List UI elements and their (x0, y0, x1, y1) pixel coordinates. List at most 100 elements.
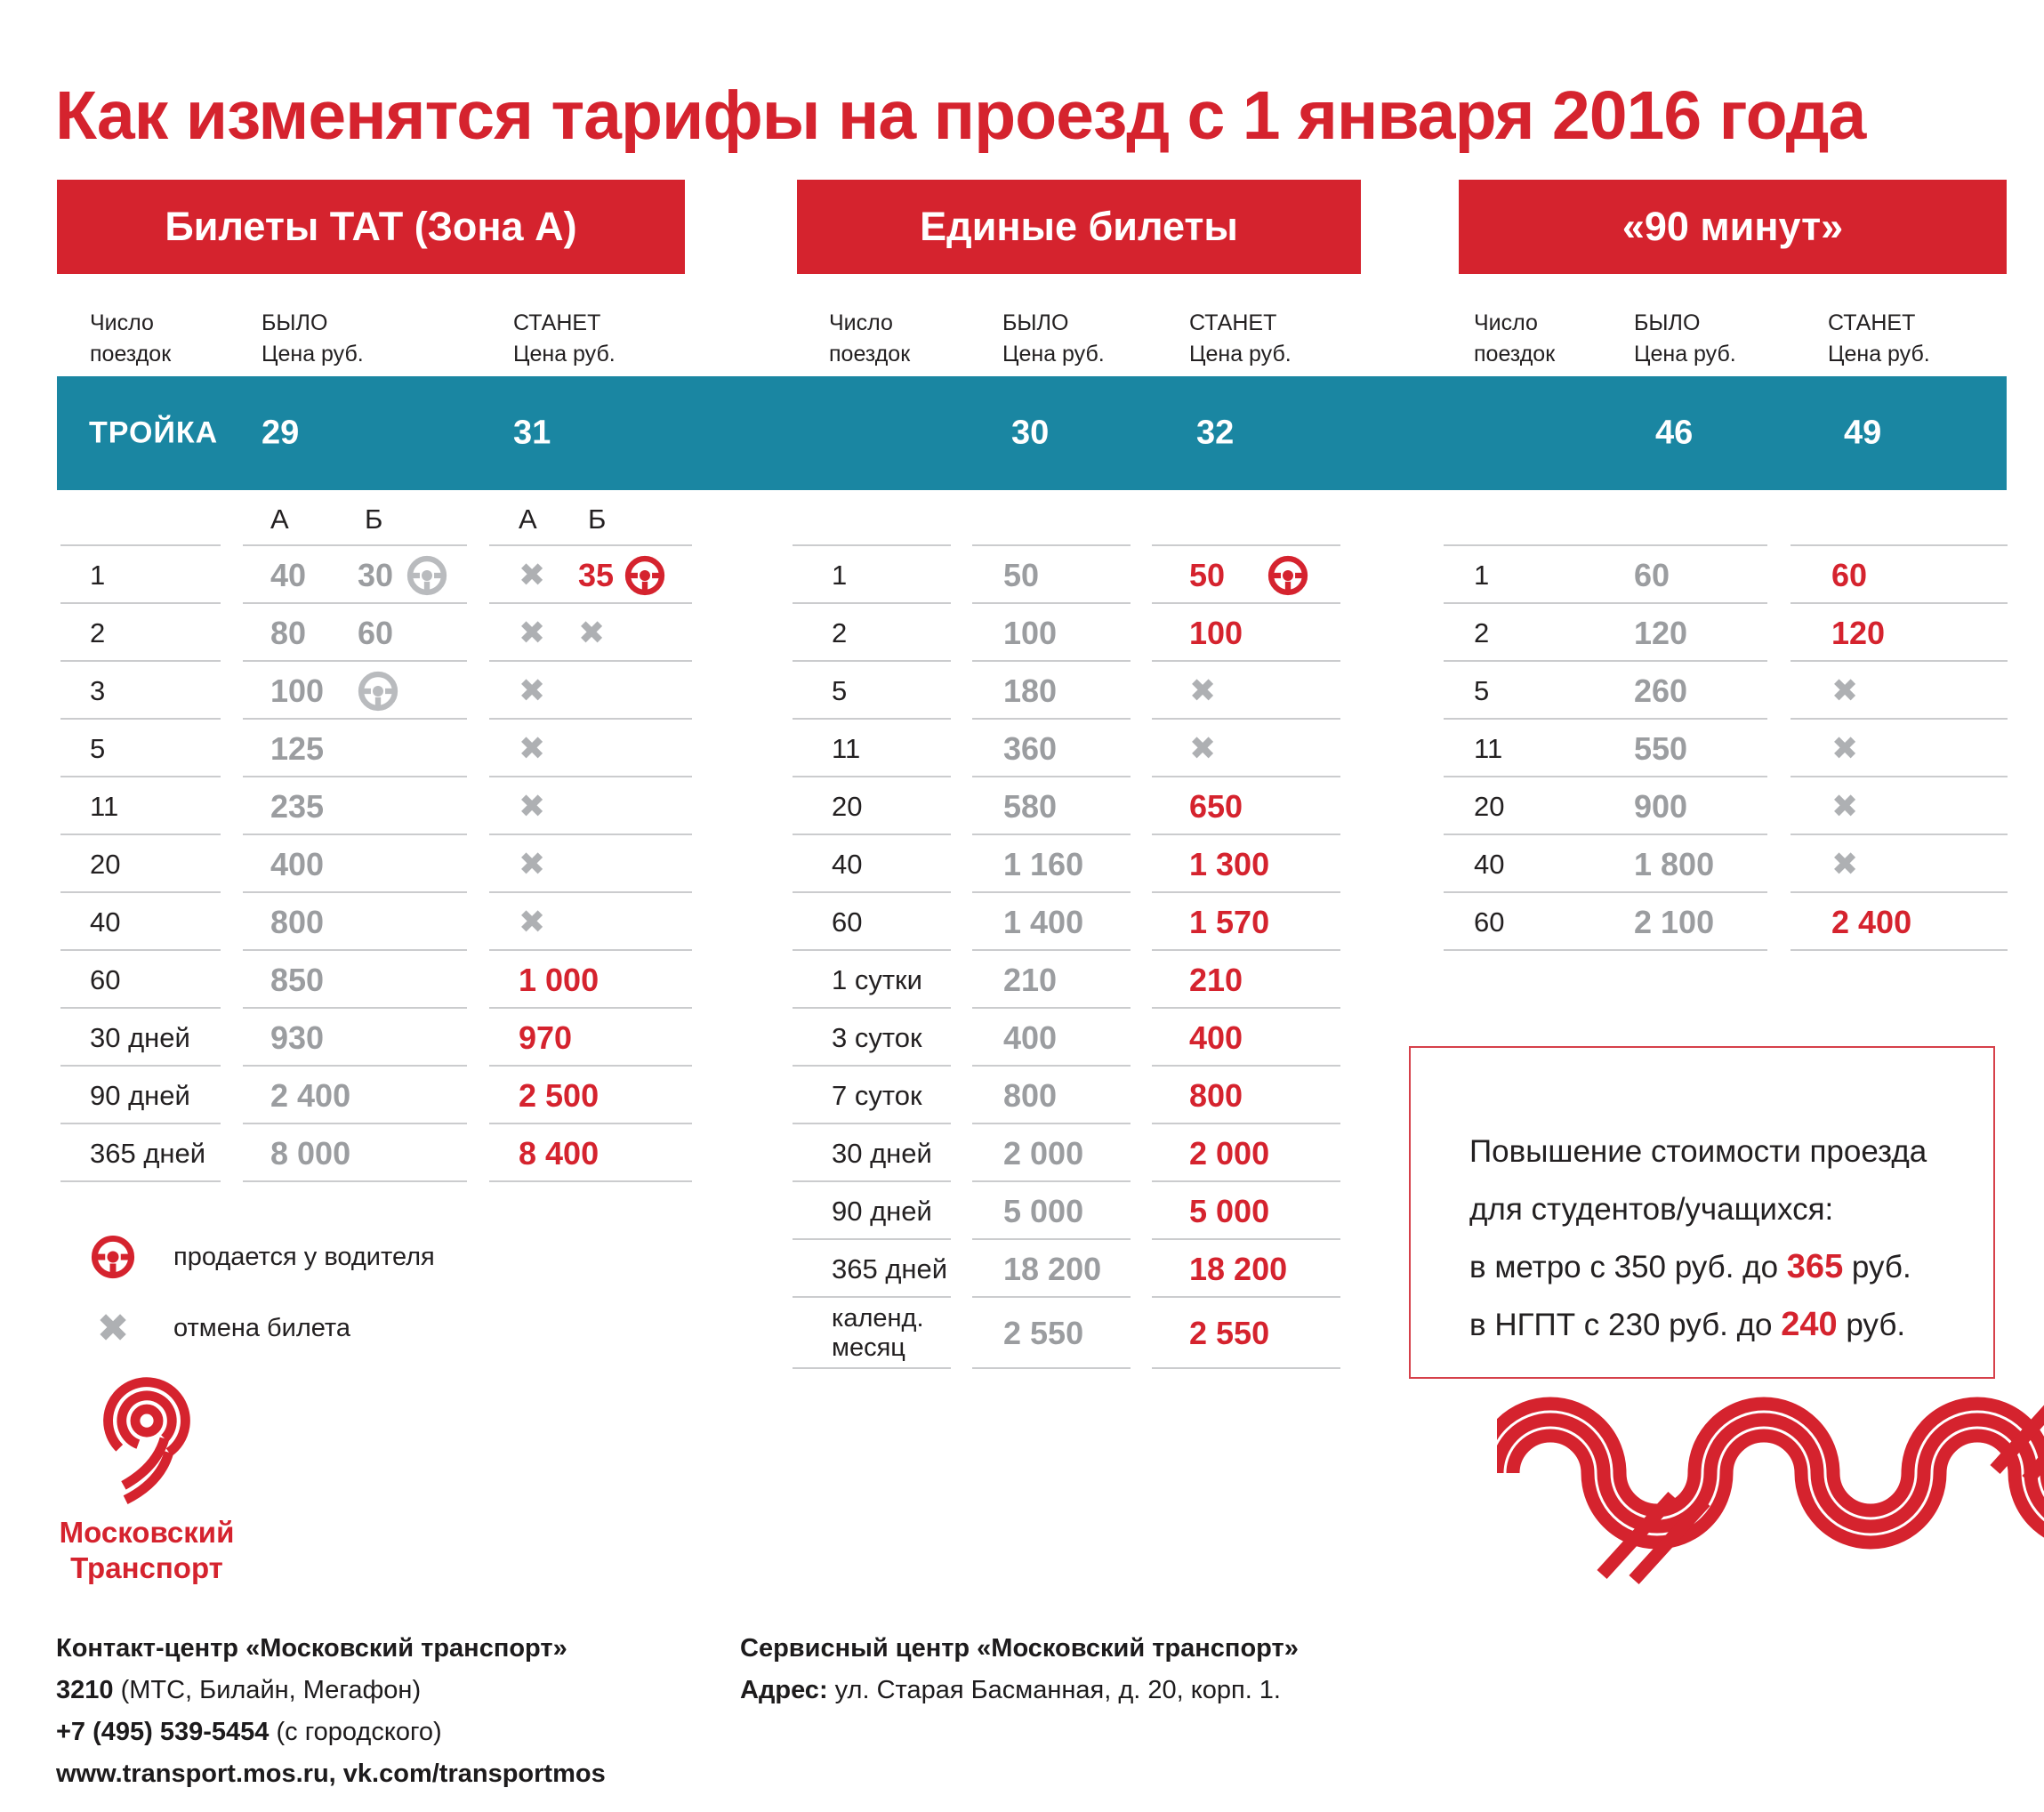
trips-count: 2 (90, 616, 106, 648)
price-was: 100 (1003, 614, 1058, 651)
price-will: 100 (1189, 614, 1243, 651)
trips-count: 11 (90, 790, 119, 822)
will-price-cell: 2 550 (1152, 1296, 1340, 1369)
trips-cell: 2 (60, 602, 221, 662)
price-was: 235 (270, 787, 325, 825)
price-will: 970 (519, 1019, 573, 1056)
ngpt-new-price: 240 (1781, 1306, 1838, 1343)
price-was: 120 (1634, 614, 1688, 651)
was-price-cell: 120 (1566, 602, 1767, 662)
price-was: 1 160 (1003, 845, 1084, 882)
price-will: 120 (1831, 614, 1886, 651)
trips-count: 365 дней (832, 1252, 948, 1285)
cancel-icon: ✖ (519, 788, 546, 825)
will-price-cell: 1 570 (1152, 891, 1340, 951)
price-will: 60 (1831, 556, 1868, 593)
trips-cell: 90 дней (793, 1180, 951, 1240)
was-price-cell: 400 (972, 1007, 1131, 1067)
price-will: 1 000 (519, 961, 600, 998)
steering-wheel-icon (91, 1235, 135, 1279)
was-price-cell: 260 (1566, 660, 1767, 720)
price-will: 35 (578, 556, 615, 593)
was-price-cell: 40 30 (243, 544, 467, 604)
will-price-cell: ✖ ✖ (489, 602, 692, 662)
will-price-cell: 120 (1791, 602, 2008, 662)
contact-center-block: Контакт-центр «Московский транспорт» 321… (56, 1635, 606, 1802)
trips-cell: 1 (60, 544, 221, 604)
trips-cell: 5 (1444, 660, 1579, 720)
price-was: 30 (358, 556, 394, 593)
was-price-cell: 18 200 (972, 1238, 1131, 1298)
price-will: 1 570 (1189, 903, 1270, 940)
column-header-will: СТАНЕТ Цена руб. (513, 310, 616, 366)
was-price-cell: 8 000 (243, 1123, 467, 1182)
was-price-cell: 580 (972, 776, 1131, 835)
trips-cell: 365 дней (60, 1123, 221, 1182)
price-will: 5 000 (1189, 1192, 1270, 1229)
was-price-cell: 2 100 (1566, 891, 1767, 951)
will-price-cell: ✖ (489, 834, 692, 893)
was-price-cell: 2 000 (972, 1123, 1131, 1182)
trips-count: 20 (90, 848, 121, 880)
wave-pattern-decoration (1474, 1384, 2044, 1611)
was-price-cell: 5 000 (972, 1180, 1131, 1240)
trips-count: 7 суток (832, 1079, 922, 1111)
trips-count: 2 (1474, 616, 1490, 648)
trips-cell: 7 суток (793, 1065, 951, 1124)
price-will: 210 (1189, 961, 1243, 998)
trips-count: 60 (1474, 906, 1505, 938)
section-title: Единые билеты (920, 204, 1238, 249)
price-was: 18 200 (1003, 1250, 1102, 1287)
trips-count: 30 дней (90, 1021, 190, 1053)
column-header-will: СТАНЕТ Цена руб. (1828, 310, 1930, 366)
contact-phone-short: 3210 (МТС, Билайн, Мегафон) (56, 1676, 422, 1704)
price-will: 18 200 (1189, 1250, 1288, 1287)
section-header-tat: Билеты ТАТ (Зона А) (57, 180, 685, 274)
cancel-icon: ✖ (519, 672, 546, 709)
trips-count: 1 (90, 559, 106, 591)
service-center-address: Адрес: ул. Старая Басманная, д. 20, корп… (740, 1676, 1281, 1704)
trips-count: 5 (90, 732, 106, 764)
trips-cell: 40 (793, 834, 951, 893)
cancel-icon: ✖ (519, 557, 546, 593)
was-price-cell: 930 (243, 1007, 467, 1067)
trips-cell: 60 (1444, 891, 1579, 951)
was-price-cell: 550 (1566, 718, 1767, 777)
trips-count: 40 (832, 848, 863, 880)
cancel-icon: ✖ (519, 846, 546, 882)
steering-wheel-icon (406, 555, 447, 595)
service-center-title: Сервисный центр «Московский транспорт» (740, 1634, 1299, 1663)
section-header-united: Единые билеты (797, 180, 1361, 274)
will-price-cell: 50 (1152, 544, 1340, 604)
will-price-cell: ✖ (1152, 718, 1340, 777)
troyka-row: ТРОЙКА 29 31 30 32 46 49 (57, 376, 2007, 490)
will-price-cell: 400 (1152, 1007, 1340, 1067)
trips-count: 1 (832, 559, 848, 591)
was-price-cell: 1 800 (1566, 834, 1767, 893)
was-price-cell: 1 160 (972, 834, 1131, 893)
will-price-cell: ✖ (1791, 718, 2008, 777)
note-line: в НГПТ с 230 руб. до 240 руб. (1469, 1306, 1906, 1343)
cancel-icon: ✖ (1189, 672, 1217, 709)
price-will: 650 (1189, 787, 1243, 825)
price-will: 2 500 (519, 1076, 600, 1114)
column-header-trips: Число поездок (90, 310, 172, 366)
students-note: Повышение стоимости проезда для студенто… (1409, 1046, 1995, 1379)
trips-cell: 20 (793, 776, 951, 835)
trips-count: 90 дней (90, 1079, 190, 1111)
note-line: Повышение стоимости проезда (1469, 1134, 1927, 1169)
was-price-cell: 210 (972, 949, 1131, 1009)
cancel-icon: ✖ (519, 730, 546, 767)
cancel-icon: ✖ (1831, 788, 1859, 825)
trips-count: 60 (832, 906, 863, 938)
was-price-cell: 50 (972, 544, 1131, 604)
trips-cell: 3 (60, 660, 221, 720)
was-price-cell: 235 (243, 776, 467, 835)
zone-a-header: А (270, 503, 289, 535)
will-price-cell: ✖ (1791, 834, 2008, 893)
trips-count: 365 дней (90, 1137, 206, 1169)
zone-b-header: Б (365, 503, 383, 535)
trips-cell: 5 (793, 660, 951, 720)
will-price-cell: 2 500 (489, 1065, 692, 1124)
section-header-90min: «90 минут» (1459, 180, 2007, 274)
